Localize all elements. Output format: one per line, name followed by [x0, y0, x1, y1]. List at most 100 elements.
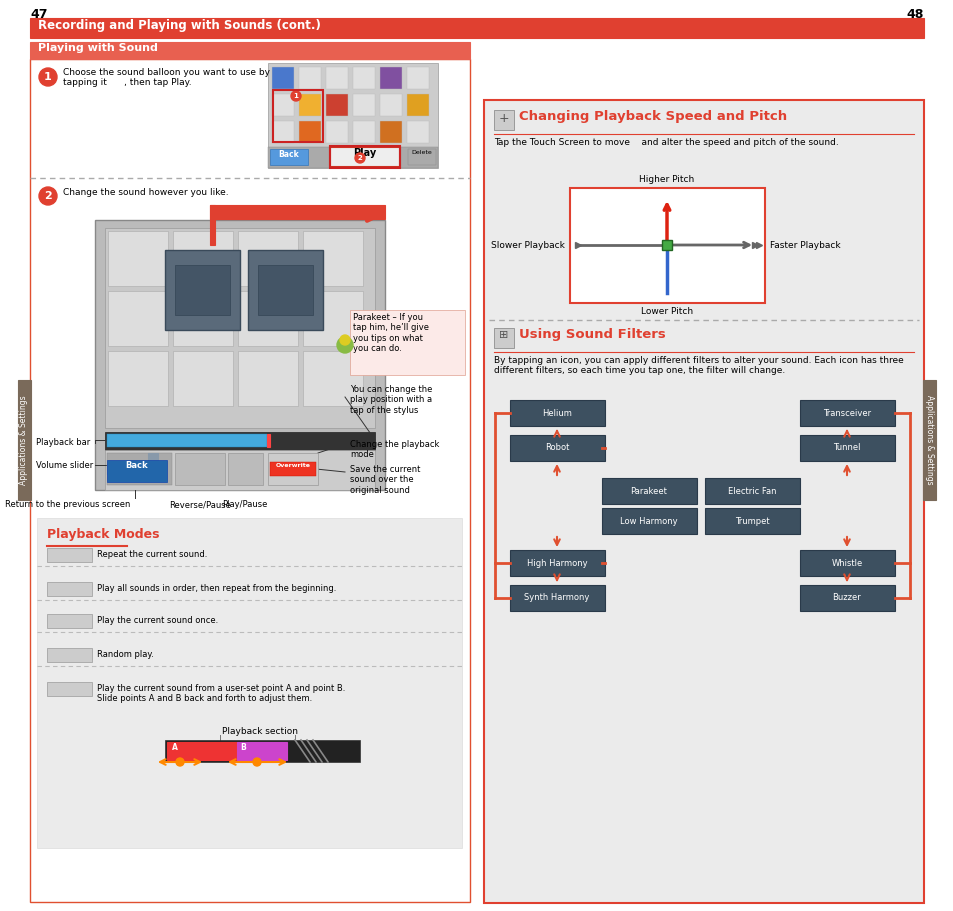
Bar	[148, 453, 158, 478]
Text: Helium: Helium	[541, 408, 572, 417]
Text: Playback section: Playback section	[222, 727, 297, 736]
Bar	[107, 464, 162, 474]
Text: 2: 2	[44, 191, 51, 201]
Text: Delete: Delete	[411, 150, 432, 155]
Text: Random play.: Random play.	[97, 650, 153, 659]
Text: Whistle: Whistle	[830, 558, 862, 568]
Circle shape	[291, 91, 301, 101]
Bar	[273, 90, 323, 142]
Bar	[47, 648, 91, 662]
Text: Return to the previous screen: Return to the previous screen	[6, 500, 131, 509]
Bar	[95, 220, 385, 490]
Bar	[510, 585, 604, 611]
Bar	[353, 94, 375, 116]
Bar	[105, 432, 375, 450]
Bar	[237, 231, 297, 286]
Text: Play/Pause: Play/Pause	[222, 500, 268, 509]
Bar	[248, 250, 323, 330]
Bar	[379, 121, 401, 143]
Bar	[407, 94, 429, 116]
Bar	[167, 742, 236, 760]
Text: High Harmony: High Harmony	[526, 558, 587, 568]
Bar	[37, 518, 461, 848]
Bar	[510, 550, 604, 576]
Text: 47: 47	[30, 8, 48, 21]
Text: ⊞: ⊞	[498, 330, 508, 340]
Bar	[268, 147, 437, 168]
Text: 1: 1	[294, 93, 298, 99]
Bar	[800, 435, 894, 461]
Circle shape	[336, 337, 353, 353]
Text: Parakeet: Parakeet	[630, 486, 667, 496]
Bar	[172, 231, 233, 286]
Bar	[47, 548, 91, 562]
Text: Transceiver: Transceiver	[822, 408, 870, 417]
Text: By tapping an icon, you can apply different filters to alter your sound. Each ic: By tapping an icon, you can apply differ…	[494, 356, 902, 375]
Bar	[210, 205, 214, 245]
Bar	[210, 205, 385, 219]
Text: Trumpet: Trumpet	[734, 517, 768, 526]
Bar	[108, 291, 168, 346]
Text: Parakeet – If you
tap him, he’ll give
you tips on what
you can do.: Parakeet – If you tap him, he’ll give yo…	[353, 313, 429, 353]
Bar	[379, 67, 401, 89]
Bar	[483, 100, 923, 903]
Bar	[237, 291, 297, 346]
Bar	[172, 351, 233, 406]
Text: Synth Harmony: Synth Harmony	[524, 593, 589, 602]
Text: +: +	[498, 112, 509, 125]
Bar	[326, 94, 348, 116]
Bar	[510, 400, 604, 426]
Circle shape	[175, 758, 184, 766]
Text: Play the current sound from a user-set point A and point B.
Slide points A and B: Play the current sound from a user-set p…	[97, 684, 345, 703]
Text: Slower Playback: Slower Playback	[491, 241, 564, 250]
Text: Lower Pitch: Lower Pitch	[640, 307, 692, 316]
Text: Changing Playback Speed and Pitch: Changing Playback Speed and Pitch	[518, 110, 786, 123]
Text: Play the current sound once.: Play the current sound once.	[97, 616, 218, 625]
Text: Using Sound Filters: Using Sound Filters	[518, 328, 665, 341]
Bar	[353, 67, 375, 89]
Text: Tunnel: Tunnel	[832, 444, 860, 453]
Circle shape	[355, 153, 365, 163]
Bar	[107, 460, 167, 482]
Bar	[298, 121, 320, 143]
Bar	[272, 94, 294, 116]
Text: Change the playback
mode: Change the playback mode	[350, 440, 439, 459]
Bar	[494, 328, 514, 348]
Bar	[923, 380, 935, 500]
Bar	[800, 400, 894, 426]
Bar	[172, 291, 233, 346]
Bar	[601, 508, 697, 534]
Bar	[407, 67, 429, 89]
Bar	[30, 59, 470, 902]
Bar	[267, 434, 270, 447]
Bar	[704, 478, 800, 504]
Text: Play: Play	[353, 148, 376, 158]
Text: Change the sound however you like.: Change the sound however you like.	[63, 188, 229, 197]
Bar	[105, 228, 375, 428]
Circle shape	[253, 758, 261, 766]
Circle shape	[39, 187, 57, 205]
Text: Choose the sound balloon you want to use by
tapping it      , then tap Play.: Choose the sound balloon you want to use…	[63, 68, 270, 87]
Bar	[272, 121, 294, 143]
Bar	[107, 434, 267, 447]
Text: 2: 2	[357, 155, 362, 161]
Text: You can change the
play position with a
tap of the stylus: You can change the play position with a …	[350, 385, 432, 415]
Bar	[30, 42, 470, 59]
Bar	[236, 742, 287, 760]
Text: Applications & Settings: Applications & Settings	[19, 395, 29, 485]
Bar	[270, 462, 315, 476]
Text: Play all sounds in order, then repeat from the beginning.: Play all sounds in order, then repeat fr…	[97, 584, 336, 593]
Bar	[379, 94, 401, 116]
Text: Playback bar: Playback bar	[36, 438, 91, 447]
Bar	[330, 147, 399, 167]
Bar	[298, 67, 320, 89]
Bar	[303, 351, 363, 406]
Text: Back: Back	[126, 461, 148, 470]
Bar	[108, 231, 168, 286]
Bar	[165, 740, 359, 762]
Bar	[237, 351, 297, 406]
Circle shape	[339, 335, 350, 345]
Text: 48: 48	[905, 8, 923, 21]
Bar	[268, 63, 437, 168]
Text: 1: 1	[44, 72, 51, 82]
